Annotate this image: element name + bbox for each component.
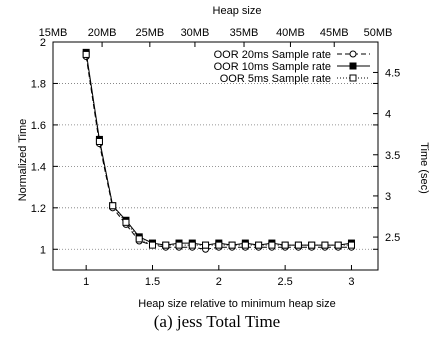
x-tick-label: 2.5 [277,276,292,288]
data-point [228,241,236,249]
y2-tick-label: 3 [385,191,391,203]
x2-tick-label: 50MB [364,27,393,39]
y-tick-label: 1.6 [31,120,46,132]
data-point [82,50,90,58]
x-tick-label: 2 [216,276,222,288]
data-point [255,241,263,249]
data-point [95,137,103,145]
axis-ticks: 1 1.2 1.4 1.6 1.8 2 2.5 3 3.5 4 4.5 1 1.5 2 2.5 3 15MB 20… [31,27,401,288]
data-point [215,241,223,249]
y2-axis-label: Time (sec) [418,142,430,194]
data-point [349,50,357,58]
data-point [349,74,357,82]
x-tick-label: 3 [348,276,354,288]
data-point [347,241,355,249]
figure-caption: (a) jess Total Time [153,312,281,331]
data-point [308,241,316,249]
x2-tick-label: 30MB [181,27,210,39]
x-axis-label: Heap size relative to minimum heap size [138,298,335,310]
data-point [148,241,156,249]
legend-label: OOR 5ms Sample rate [220,73,331,85]
x2-tick-label: 40MB [276,27,305,39]
data-point [188,241,196,249]
data-point [334,241,342,249]
x2-axis-label: Heap size [213,5,262,17]
y-tick-label: 1 [40,244,46,256]
data-point [349,62,357,70]
data-point [241,241,249,249]
y-axis-label: Normalized Time [17,119,29,202]
data-point [268,241,276,249]
y2-tick-label: 3.5 [385,150,400,162]
data-point [321,241,329,249]
y2-tick-label: 2.5 [385,232,400,244]
data-point [122,218,130,226]
x2-tick-label: 25MB [135,27,164,39]
x-tick-label: 1 [83,276,89,288]
y-tick-label: 1.2 [31,203,46,215]
data-point [175,241,183,249]
x2-tick-label: 45MB [320,27,349,39]
data-point [281,241,289,249]
x2-tick-label: 15MB [39,27,68,39]
y-tick-label: 1.8 [31,78,46,90]
legend-label: OOR 20ms Sample rate [214,49,331,61]
data-point [135,235,143,243]
series-layer [82,48,355,253]
data-point [202,241,210,249]
data-point [162,241,170,249]
x2-tick-label: 35MB [230,27,259,39]
legend-label: OOR 10ms Sample rate [214,61,331,73]
y2-tick-label: 4 [385,109,391,121]
x2-tick-label: 20MB [88,27,117,39]
series [82,50,355,249]
y-tick-label: 2 [40,37,46,49]
y2-tick-label: 4.5 [385,67,400,79]
data-point [109,202,117,210]
y-tick-label: 1.4 [31,161,46,173]
x-tick-label: 1.5 [145,276,160,288]
data-point [294,241,302,249]
plot-frame [52,41,379,271]
